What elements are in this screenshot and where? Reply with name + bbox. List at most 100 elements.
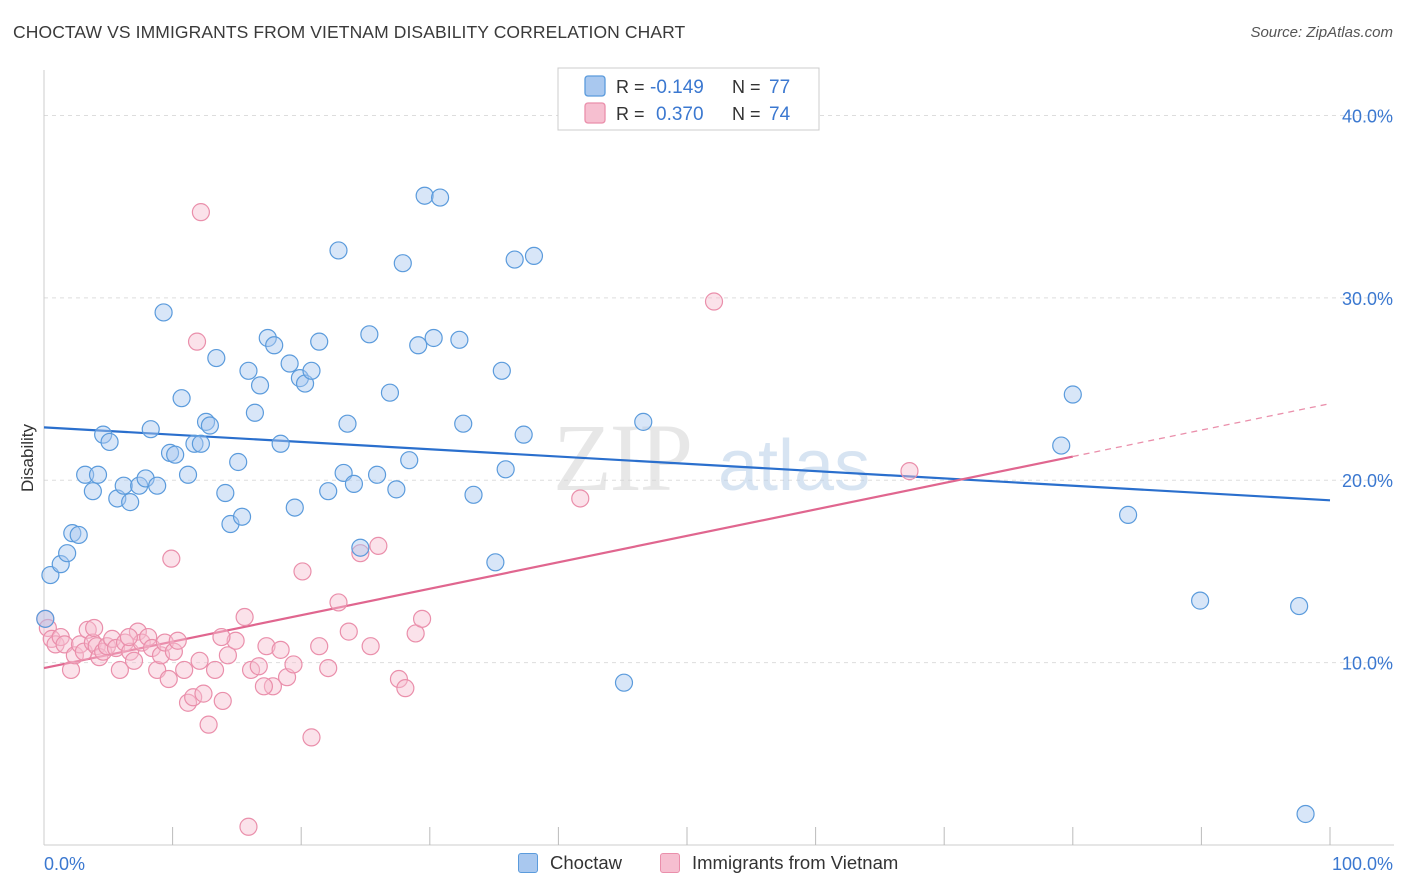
trend-line-vietnam-extension	[1072, 403, 1331, 458]
point-choctaw	[1191, 591, 1210, 610]
point-choctaw	[496, 460, 515, 479]
point-choctaw	[200, 416, 219, 435]
point-vietnam	[65, 646, 84, 665]
point-vietnam	[239, 817, 258, 836]
point-choctaw	[486, 553, 505, 572]
point-vietnam	[187, 332, 207, 351]
point-choctaw	[69, 525, 88, 545]
point-choctaw	[216, 483, 235, 503]
point-vietnam	[257, 637, 276, 656]
point-choctaw	[271, 434, 290, 453]
legend-n-label-vietnam: N =	[732, 104, 761, 124]
point-vietnam	[212, 627, 231, 647]
point-choctaw	[114, 476, 133, 495]
point-choctaw	[310, 332, 329, 351]
legend-n-value-vietnam: 74	[769, 104, 791, 125]
grid-lines	[44, 114, 1394, 664]
point-choctaw	[614, 673, 634, 692]
point-choctaw	[338, 414, 357, 433]
point-choctaw	[250, 376, 270, 395]
point-choctaw	[387, 480, 406, 499]
point-vietnam	[106, 638, 126, 658]
point-vietnam	[194, 684, 213, 703]
legend-n-label-choctaw: N =	[732, 77, 761, 97]
point-vietnam	[284, 655, 303, 674]
point-choctaw	[232, 507, 252, 526]
point-vietnam	[396, 679, 415, 698]
point-choctaw	[94, 425, 113, 444]
point-choctaw	[63, 524, 82, 543]
point-choctaw	[88, 465, 108, 484]
point-vietnam	[571, 489, 590, 508]
point-choctaw	[1296, 804, 1315, 824]
legend-swatch-choctaw	[584, 75, 606, 97]
point-vietnam	[190, 651, 209, 670]
x-tick-label-max: 100.0%	[1332, 854, 1393, 874]
point-choctaw	[172, 389, 191, 408]
point-choctaw	[344, 474, 364, 493]
point-vietnam	[110, 660, 129, 680]
point-choctaw	[178, 465, 198, 484]
x-tick-label-min: 0.0%	[44, 854, 85, 874]
point-vietnam	[361, 637, 380, 656]
y-tick-labels: 10.0% 20.0% 30.0% 40.0%	[1342, 106, 1393, 673]
point-choctaw	[351, 538, 370, 557]
point-choctaw	[409, 336, 428, 355]
point-choctaw	[154, 303, 173, 322]
axes	[43, 70, 1394, 846]
point-choctaw	[36, 609, 55, 628]
point-vietnam	[191, 203, 210, 222]
point-vietnam	[319, 658, 338, 678]
legend-top: R = -0.149 N = 77 R = 0.370 N = 74	[557, 67, 820, 131]
point-choctaw	[329, 241, 348, 260]
chart-title: CHOCTAW VS IMMIGRANTS FROM VIETNAM DISAB…	[13, 22, 686, 42]
y-tick-label: 30.0%	[1342, 289, 1393, 309]
point-vietnam	[124, 651, 144, 670]
point-vietnam	[184, 688, 203, 707]
point-choctaw	[450, 330, 469, 349]
point-vietnam	[61, 660, 81, 680]
legend-swatch-choctaw-bottom	[518, 853, 538, 873]
point-choctaw	[100, 432, 119, 452]
point-choctaw	[464, 485, 483, 504]
point-choctaw	[1118, 505, 1138, 524]
point-vietnam	[351, 544, 370, 563]
point-choctaw	[302, 361, 321, 380]
point-vietnam	[139, 627, 158, 647]
point-choctaw	[191, 434, 210, 453]
point-choctaw	[524, 246, 544, 266]
point-vietnam	[226, 631, 245, 650]
point-choctaw	[130, 476, 149, 495]
trend-lines	[43, 403, 1331, 670]
point-choctaw	[1290, 596, 1309, 616]
point-choctaw	[505, 250, 524, 269]
point-choctaw	[121, 493, 140, 512]
point-choctaw	[265, 336, 284, 355]
point-vietnam	[900, 462, 919, 481]
point-choctaw	[367, 465, 387, 484]
point-vietnam	[412, 609, 432, 628]
point-choctaw	[424, 328, 443, 348]
point-choctaw	[634, 412, 653, 431]
point-vietnam	[213, 691, 232, 711]
point-vietnam	[235, 607, 254, 627]
point-vietnam	[329, 593, 348, 612]
point-vietnam	[164, 642, 183, 661]
point-vietnam	[389, 669, 409, 689]
point-choctaw	[83, 482, 102, 501]
legend-item-choctaw: Choctaw	[518, 852, 622, 874]
legend-r-value-vietnam: 0.370	[656, 104, 704, 125]
x-tick-marks	[172, 827, 1331, 845]
source-label: Source: ZipAtlas.com	[1250, 24, 1393, 41]
legend-r-value-choctaw: -0.149	[650, 77, 704, 98]
legend-item-vietnam: Immigrants from Vietnam	[660, 852, 898, 874]
trend-line-vietnam	[43, 455, 1074, 670]
point-choctaw	[148, 476, 167, 495]
y-tick-label: 20.0%	[1342, 471, 1393, 491]
point-choctaw	[360, 325, 379, 344]
point-choctaw	[207, 348, 226, 368]
vietnam-points	[36, 203, 919, 836]
point-choctaw	[166, 445, 185, 464]
legend-bottom: Choctaw Immigrants from Vietnam	[0, 852, 1406, 878]
